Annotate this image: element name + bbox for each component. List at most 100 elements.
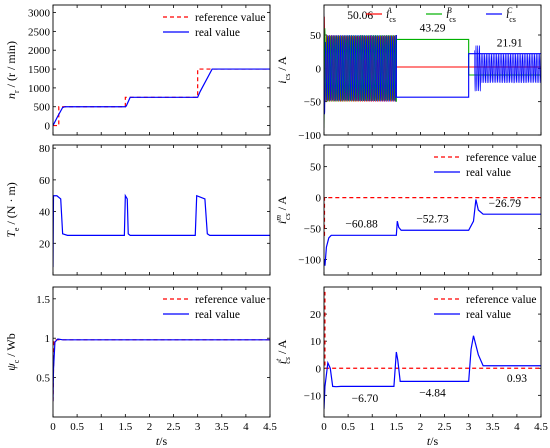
axes-frame [323,144,542,276]
series-line-real [53,68,270,126]
y-tick-label: −50 [304,97,322,109]
x-axis-label: t/s [156,434,168,448]
x-tick-label: 0.5 [70,421,84,433]
x-tick-label: 1.5 [118,421,132,433]
subplot-e: 0 0.5 1 1.5 2 2.5 3 3.5 4 4.5 0.5 1 1.5 reference val… [4,286,277,448]
y-tick-label: 50 [310,30,322,42]
legend-label: real value [195,309,240,321]
axes-frame [52,4,271,136]
y-tick-label: 10 [310,336,322,348]
x-tick-label: 0 [321,421,327,433]
x-tick-label: 4.5 [263,421,277,433]
series-line-C [395,34,541,98]
y-axis-label: ics / A [275,56,292,84]
y-tick-label: 2000 [28,45,51,57]
y-tick-label: 0 [316,63,322,75]
y-tick-label: 0.5 [36,373,50,385]
x-tick-label: 1.5 [389,421,403,433]
legend-label: icsB [446,6,456,24]
series-oscillation-C [324,13,397,115]
x-tick-label: 2.5 [167,421,181,433]
x-tick-label: 1 [98,421,104,433]
plot-area [53,193,270,268]
series-line-reference [53,339,270,402]
y-tick-label: 0 [316,363,322,375]
x-tick-label: 3.5 [215,421,229,433]
y-tick-label: −10 [304,390,322,402]
x-tick-label: 3 [466,421,472,433]
legend-label: icsA [386,6,396,24]
y-tick-label: 0 [316,193,322,205]
y-tick-label: 2500 [28,26,51,38]
x-tick-label: 4.5 [534,421,548,433]
y-tick-label: 1 [45,333,51,345]
x-tick-label: 4 [243,421,249,433]
y-tick-label: 1.5 [36,294,50,306]
legend-label: real value [466,167,511,179]
series-oscillation-late [474,45,541,92]
y-axis-label: ψc / Wb [4,333,21,370]
y-tick-label: 40 [39,207,51,219]
data-label: −60.88 [345,218,378,230]
series-oscillation-B [324,28,397,128]
x-tick-label: 2 [418,421,424,433]
series-line-real [53,193,270,268]
series-line-reference [324,291,541,369]
x-tick-label: 3.5 [486,421,500,433]
data-label: −6.70 [352,393,379,405]
series-line-real [324,199,541,266]
x-tick-label: 2 [147,421,153,433]
legend-label: real value [195,27,240,39]
y-tick-label: 3000 [28,8,51,20]
x-axis-label: t/s [427,434,439,448]
data-label: 43.29 [420,23,446,35]
y-tick-label: 1000 [28,83,51,95]
data-label: −4.84 [419,388,446,400]
axes-frame [323,4,542,136]
subplot-d: −100 −50 0 50 −60.88 −52.73 −26.79 reference va… [274,144,542,276]
axes-frame [52,144,271,276]
x-tick-label: 4 [514,421,520,433]
x-tick-label: 2.5 [438,421,452,433]
plot-area [324,13,541,128]
x-tick-label: 0.5 [341,421,355,433]
y-tick-label: 500 [34,102,51,114]
axes-frame [323,286,542,418]
subplot-b: −100 −50 0 50 50.06 43.29 21.91 icsA icsB icsC ics… [275,4,542,142]
data-label: 0.93 [507,373,527,385]
y-tick-label: 20 [310,309,322,321]
y-axis-label: nr / (r / min) [4,41,21,99]
y-tick-label: 80 [39,143,51,155]
y-tick-label: −100 [298,130,321,142]
plot-area [53,68,270,127]
y-axis-label: itcs / A [274,339,292,364]
legend-label: reference value [466,294,537,306]
legend-label: reference value [195,12,266,24]
y-axis-label: imcs / A [274,196,292,224]
subplot-c: 20 40 60 80 Te / (N · m) [4,143,271,276]
series-line-reference [53,68,270,127]
y-tick-label: 60 [39,175,51,187]
y-tick-label: −100 [298,255,321,267]
data-label: 50.06 [347,10,373,22]
y-tick-label: −50 [304,224,322,236]
y-axis-label: Te / (N · m) [4,182,21,238]
x-tick-label: 3 [195,421,201,433]
y-tick-label: 50 [310,162,322,174]
subplot-f: 0 0.5 1 1.5 2 2.5 3 3.5 4 4.5 −10 0 10 20 −6.70 −4.84 0.… [274,286,548,448]
legend-label: icsC [506,6,516,24]
x-tick-label: 1 [369,421,375,433]
data-label: −26.79 [489,198,522,210]
y-tick-label: 1500 [28,64,51,76]
x-tick-label: 0 [50,421,56,433]
plot-area [53,338,270,402]
y-tick-label: 0 [45,121,51,133]
series-line-real [324,335,541,409]
legend-label: reference value [466,152,537,164]
legend-label: real value [466,309,511,321]
plot-area [324,291,541,409]
data-label: 21.91 [497,37,523,49]
axes-frame [52,286,271,418]
y-tick-label: 20 [39,238,51,250]
